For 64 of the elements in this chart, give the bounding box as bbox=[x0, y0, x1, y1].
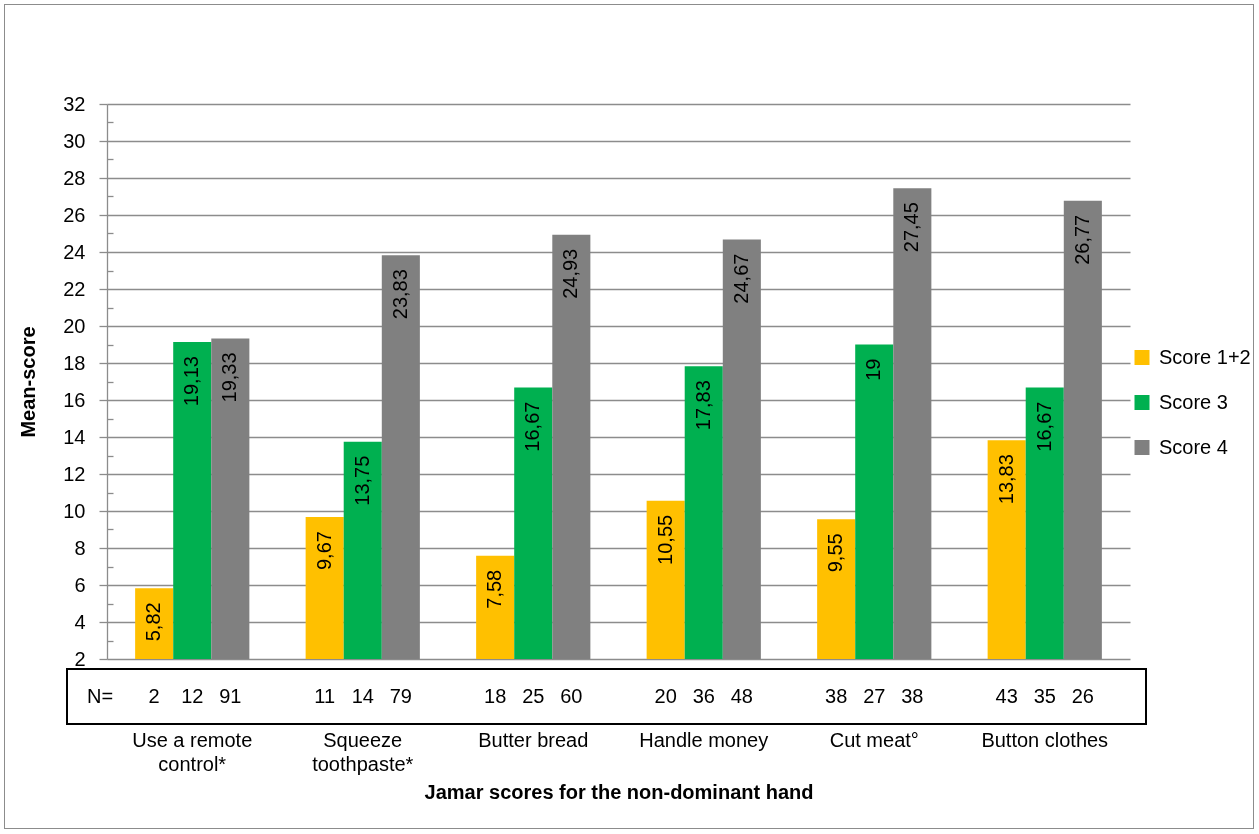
y-tick-label: 20 bbox=[63, 314, 86, 337]
data-label: 9,55 bbox=[824, 533, 847, 573]
data-label: 27,45 bbox=[900, 202, 923, 253]
text: 26 bbox=[1071, 684, 1094, 707]
data-label: 9,67 bbox=[312, 531, 335, 571]
text: 36 bbox=[692, 684, 715, 707]
text: 35 bbox=[1033, 684, 1056, 707]
data-label: 17,83 bbox=[691, 380, 714, 431]
y-tick-label: 24 bbox=[63, 240, 86, 263]
text: 18 bbox=[484, 684, 507, 707]
text: 79 bbox=[389, 684, 412, 707]
y-tick-label: 32 bbox=[63, 92, 86, 115]
text: 91 bbox=[219, 684, 242, 707]
data-label: 24,67 bbox=[729, 253, 752, 304]
y-axis-title: Mean-score bbox=[17, 326, 40, 438]
y-tick-label: 30 bbox=[63, 129, 86, 152]
text: 38 bbox=[825, 684, 848, 707]
y-tick-label: 26 bbox=[63, 203, 86, 226]
text: N= bbox=[86, 684, 114, 707]
x-tick-label: Handle money bbox=[639, 728, 769, 751]
text: 20 bbox=[654, 684, 677, 707]
text: 38 bbox=[901, 684, 924, 707]
y-tick-label: 6 bbox=[74, 573, 86, 596]
y-tick-label: 12 bbox=[63, 462, 86, 485]
y-tick-label: 14 bbox=[63, 425, 86, 448]
data-label: 16,67 bbox=[521, 401, 544, 452]
data-label: 24,93 bbox=[559, 248, 582, 299]
data-label: 13,75 bbox=[350, 455, 373, 506]
data-label: 13,83 bbox=[994, 454, 1017, 505]
data-label: 7,58 bbox=[483, 569, 506, 609]
x-tick-label: Use a remote control* bbox=[132, 728, 253, 775]
legend-label: Score 1+2 bbox=[1159, 345, 1251, 368]
data-label: 26,77 bbox=[1070, 214, 1093, 265]
y-tick-label: 22 bbox=[63, 277, 86, 300]
text: 27 bbox=[863, 684, 886, 707]
data-label: 16,67 bbox=[1032, 401, 1055, 452]
legend-label: Score 3 bbox=[1159, 390, 1228, 413]
text: 48 bbox=[730, 684, 753, 707]
y-tick-label: 2 bbox=[74, 647, 86, 670]
y-tick-label: 4 bbox=[74, 610, 86, 633]
data-label: 5,82 bbox=[142, 602, 165, 642]
y-tick-label: 28 bbox=[63, 166, 86, 189]
data-label: 10,55 bbox=[653, 514, 676, 565]
x-tick-label: Butter bread bbox=[478, 728, 589, 751]
data-label: 19,33 bbox=[218, 352, 241, 403]
y-tick-label: 10 bbox=[63, 499, 86, 522]
y-tick-label: 16 bbox=[63, 388, 86, 411]
text: 11 bbox=[314, 684, 336, 707]
text: 12 bbox=[181, 684, 204, 707]
y-tick-label: 18 bbox=[63, 351, 86, 374]
x-axis-title: Jamar scores for the non-dominant hand bbox=[424, 780, 814, 803]
x-tick-label: Cut meat° bbox=[829, 728, 919, 751]
y-tick-label: 8 bbox=[74, 536, 86, 559]
legend-label: Score 4 bbox=[1159, 435, 1228, 458]
data-label: 23,83 bbox=[388, 269, 411, 320]
x-tick-label: Button clothes bbox=[981, 728, 1109, 751]
x-tick-label: Squeeze toothpaste* bbox=[312, 728, 414, 775]
text: 2 bbox=[148, 684, 160, 707]
data-label: 19 bbox=[862, 358, 885, 381]
data-label: 19,13 bbox=[180, 356, 203, 407]
text: 14 bbox=[351, 684, 374, 707]
text: 25 bbox=[522, 684, 545, 707]
text: 60 bbox=[560, 684, 583, 707]
text: 43 bbox=[995, 684, 1018, 707]
